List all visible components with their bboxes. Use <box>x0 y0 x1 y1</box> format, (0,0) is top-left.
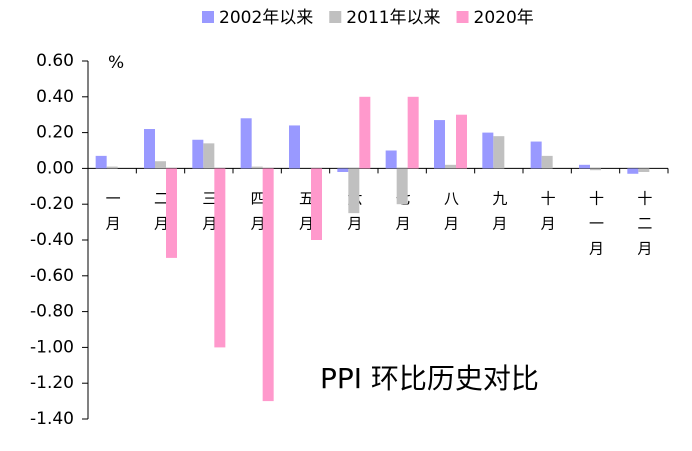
y-unit: % <box>108 53 124 73</box>
bar <box>262 168 274 402</box>
y-tick-label: -0.60 <box>30 266 74 286</box>
bar <box>106 166 118 169</box>
bar <box>638 168 650 172</box>
bar <box>203 143 215 169</box>
bar <box>385 150 397 169</box>
bar <box>579 164 590 169</box>
x-tick-label: 九月 <box>490 190 508 240</box>
y-tick-label: -0.80 <box>30 302 74 322</box>
legend-label: 2020年 <box>474 8 534 28</box>
y-tick-label: 0.40 <box>36 87 74 107</box>
bar <box>95 155 107 169</box>
bar <box>407 96 419 169</box>
bar <box>482 132 494 169</box>
bar <box>445 164 456 169</box>
chart-title: PPI 环比历史对比 <box>320 362 539 395</box>
y-tick-label: 0.00 <box>36 158 74 178</box>
x-tick-label: 二月 <box>152 190 170 240</box>
bar <box>434 120 445 169</box>
bar <box>337 168 349 172</box>
x-tick-label: 一月 <box>104 190 122 240</box>
y-tick-label: 0.20 <box>36 123 74 143</box>
x-tick-label: 五月 <box>297 190 315 240</box>
bar <box>456 114 467 169</box>
y-tick-label: -0.20 <box>30 194 74 214</box>
bar <box>240 118 252 169</box>
bar <box>627 168 639 174</box>
legend-swatch <box>329 11 342 23</box>
x-tick-label: 十月 <box>539 190 557 240</box>
legend-label: 2011年以来 <box>346 8 440 28</box>
bar <box>530 141 542 169</box>
x-tick-label: 三月 <box>200 190 218 240</box>
y-tick-label: -0.40 <box>30 230 74 250</box>
x-tick-label: 八月 <box>442 190 460 240</box>
y-tick-label: 0.60 <box>36 51 74 71</box>
bar <box>166 168 177 258</box>
bar <box>214 168 226 348</box>
legend-swatch <box>202 11 214 23</box>
y-tick-label: -1.20 <box>30 373 74 393</box>
bar <box>155 161 166 169</box>
x-tick-label: 十一月 <box>587 190 605 265</box>
bar <box>493 136 505 169</box>
bar <box>541 155 553 169</box>
bar <box>590 168 601 171</box>
x-tick-label: 四月 <box>249 190 267 240</box>
legend-label: 2002年以来 <box>219 8 313 28</box>
legend-swatch <box>456 11 469 23</box>
bar <box>289 125 300 169</box>
bar <box>311 168 322 240</box>
bar <box>348 168 360 214</box>
y-tick-label: -1.40 <box>30 409 74 429</box>
x-tick-label: 十二月 <box>635 190 653 265</box>
bar <box>144 129 155 169</box>
bar <box>251 166 263 169</box>
y-tick-label: -1.00 <box>30 337 74 357</box>
bar <box>192 139 204 169</box>
bar <box>359 96 371 169</box>
bar <box>396 168 408 205</box>
